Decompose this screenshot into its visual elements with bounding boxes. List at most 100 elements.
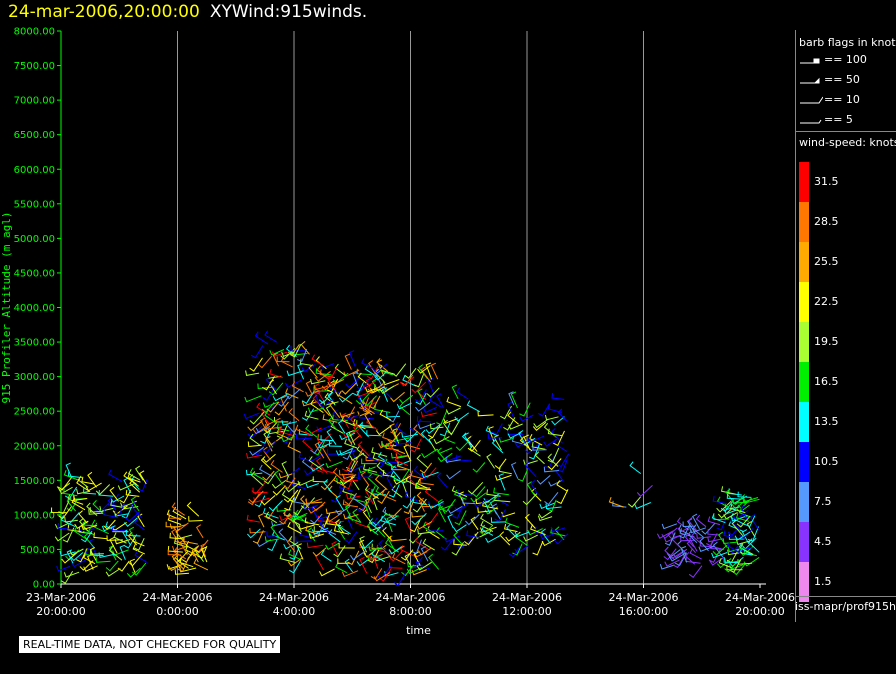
wind-barb [415,482,431,491]
colorbar-bin: 10.5 [796,442,896,482]
wind-barb [247,425,263,439]
wind-barb [299,495,310,509]
wind-barb [303,504,319,511]
wind-barb [421,501,436,508]
wind-barb [529,433,543,446]
wind-barb [411,539,422,554]
wind-barb [454,502,470,512]
wind-barb [507,432,522,439]
wind-barb [684,533,695,548]
wind-barb [722,538,738,545]
wind-barb [551,416,565,426]
wind-barb [247,420,263,432]
wind-barb [257,513,265,528]
wind-barb [308,533,325,539]
wind-barb [335,562,348,574]
wind-barb [481,524,494,536]
wind-barb [451,384,459,400]
wind-barb [338,392,354,403]
wind-barb [727,546,745,553]
wind-barb [315,368,332,376]
wind-barb [375,425,392,436]
wind-barb [452,506,463,519]
wind-barb [127,473,141,483]
wind-barb [534,451,545,465]
wind-barb [309,463,325,472]
wind-barb [538,510,553,519]
wind-barb [519,436,533,452]
barb-100-icon [800,58,820,64]
wind-barb [466,530,481,538]
wind-barb [102,509,119,519]
wind-barb [366,554,383,561]
wind-barb [327,378,345,387]
wind-barb [73,495,88,501]
wind-barb [249,527,266,534]
wind-barb [289,547,300,560]
x-tick-date: 24-Mar-2006 [376,591,446,604]
wind-barb [390,391,405,403]
wind-barb [532,421,547,432]
wind-barb [455,454,472,462]
quality-notice: REAL-TIME DATA, NOT CHECKED FOR QUALITY [19,636,281,653]
wind-barb [352,418,366,430]
wind-barb [451,485,468,498]
wind-barb [530,480,539,496]
wind-barb [382,432,397,443]
wind-barb [306,542,324,549]
wind-barb [278,528,288,542]
wind-barb [119,544,126,560]
y-tick-label: 1000.00 [14,510,55,521]
wind-barb [443,434,456,444]
wind-barb [544,491,559,506]
wind-barb [276,428,289,439]
wind-barb [429,423,444,430]
wind-barb [262,470,275,481]
wind-barb [718,558,733,569]
wind-barb [315,356,327,370]
wind-barb [712,544,728,556]
wind-barb [713,514,730,521]
wind-barb [510,462,519,479]
wind-barb [413,374,424,388]
x-tick-time: 8:00:00 [389,605,431,618]
wind-barb [342,429,360,438]
wind-barb [287,521,302,534]
wind-barb [523,459,538,466]
wind-barb [532,445,547,451]
wind-barb [139,470,147,485]
wind-barb [77,475,89,488]
wind-barb [414,389,427,403]
wind-barb [327,416,339,432]
wind-barb [268,382,284,396]
wind-barb [262,376,275,391]
flag-legend-label: == 5 [824,113,853,126]
wind-barb [281,351,295,357]
wind-barb [305,389,320,397]
wind-barb [284,497,295,511]
wind-barb [494,495,511,503]
wind-barb [290,512,308,521]
wind-barb [200,546,208,563]
wind-barb [347,434,361,444]
wind-barb [308,456,323,470]
wind-barb [337,525,346,540]
wind-barb [276,356,290,363]
colorbar-bin: 25.5 [796,242,896,282]
wind-barb [386,474,395,492]
wind-barb [680,546,688,563]
y-axis-label: 915 Profiler Altitude (m agl) [0,211,13,403]
x-tick-date: 24-Mar-2006 [609,591,679,604]
wind-barb [249,433,262,447]
wind-barb [352,493,366,507]
wind-barb [472,486,486,498]
wind-barb [356,378,371,391]
wind-barb [171,528,181,545]
wind-barb [491,439,504,454]
wind-barb [313,526,328,533]
wind-barb [634,502,651,510]
wind-barb [389,550,404,562]
wind-barb [307,407,324,414]
flag-legend-label: == 50 [824,73,860,86]
barb-5-icon [800,119,822,124]
